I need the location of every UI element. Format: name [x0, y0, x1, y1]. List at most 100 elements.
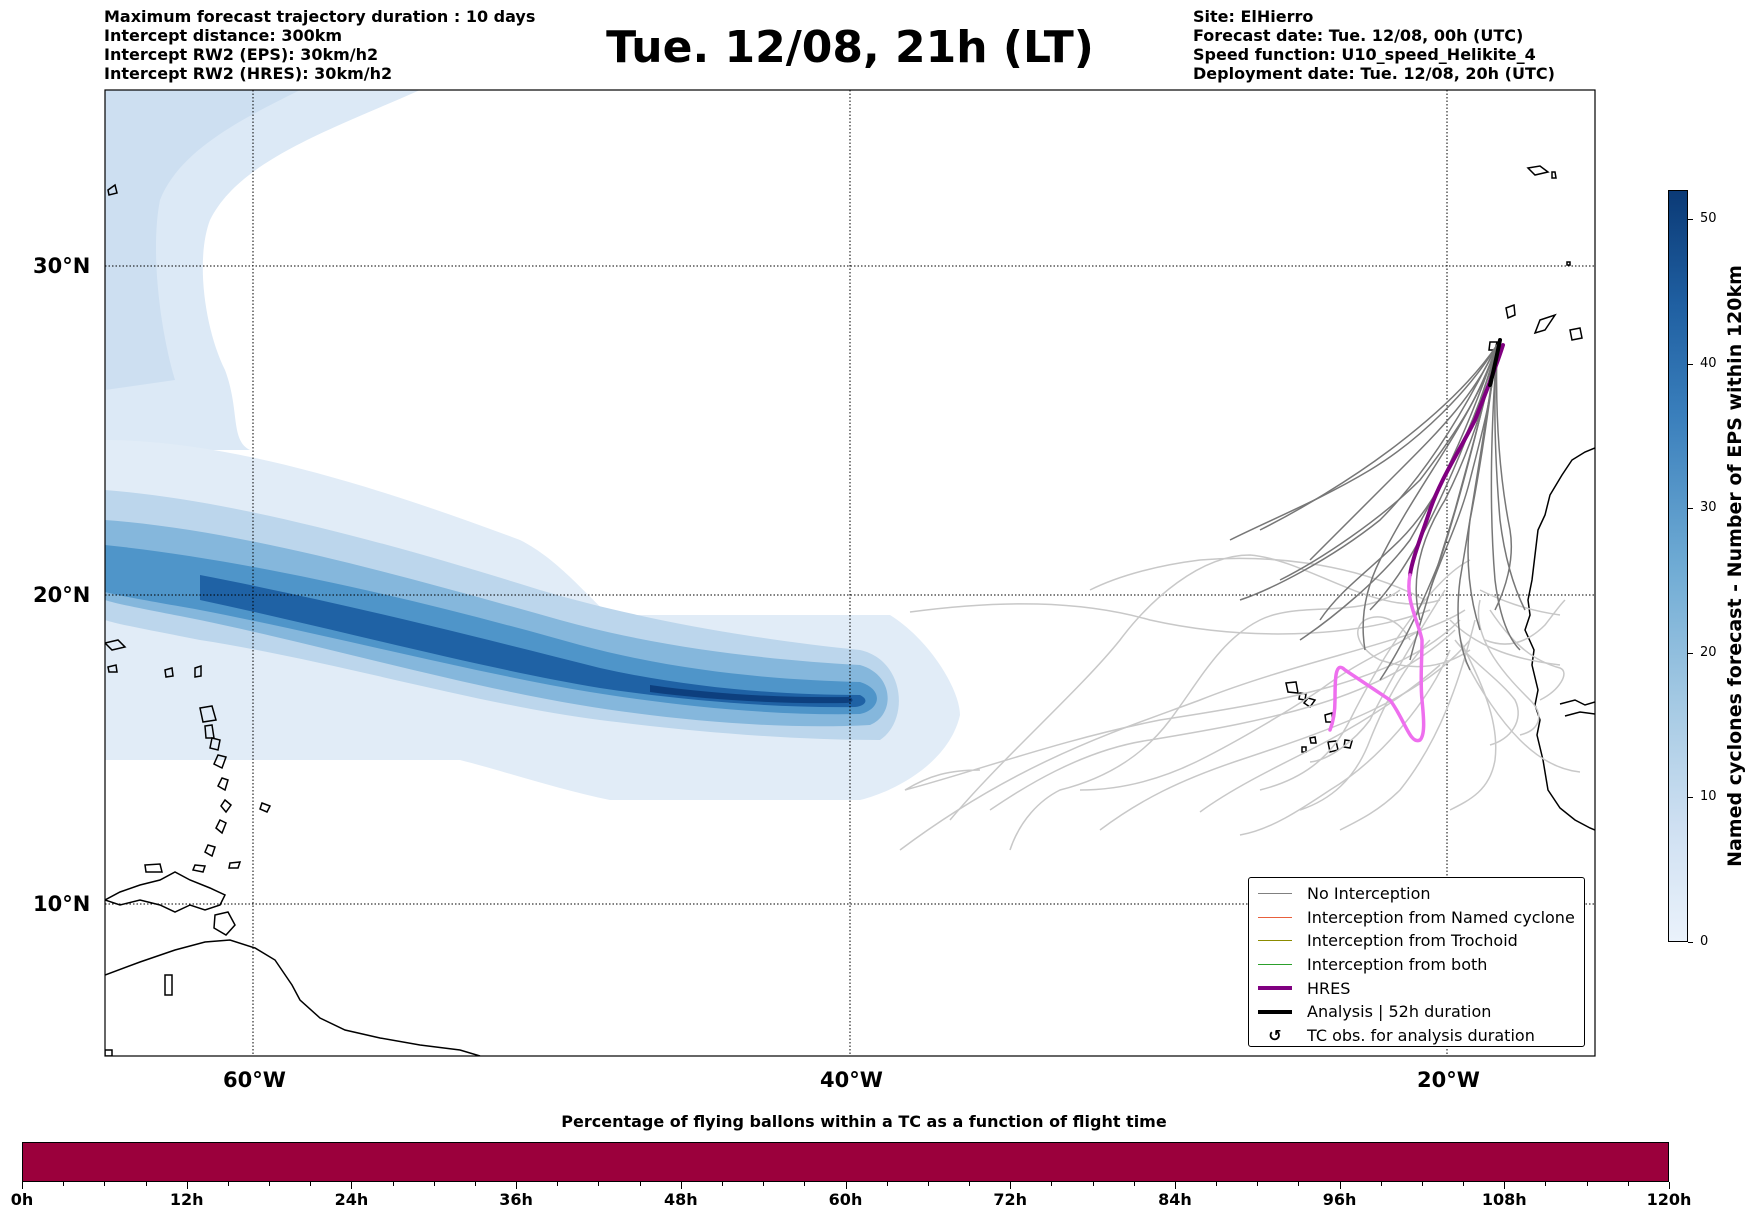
- flight-bar-title: Percentage of flying ballons within a TC…: [561, 1112, 1167, 1131]
- coastline-africa: [1524, 447, 1595, 831]
- flight-bar-tick-mark: [516, 1182, 518, 1189]
- info-line: Speed function: U10_speed_Helikite_4: [1193, 45, 1536, 64]
- colorbar-tick-label: 50: [1700, 210, 1717, 226]
- flight-bar-tick-mark: [639, 1182, 641, 1186]
- colorbar-tick-mark: [1688, 652, 1693, 654]
- flight-bar-tick-mark: [186, 1182, 188, 1189]
- flight-bar-tick-mark: [598, 1182, 600, 1186]
- flight-bar-tick-mark: [1463, 1182, 1465, 1186]
- density-band-4: [105, 545, 877, 715]
- flight-bar-tick-mark: [886, 1182, 888, 1186]
- flight-bar-tick-mark: [269, 1182, 271, 1186]
- lat-tick-label: 20°N: [33, 583, 91, 607]
- info-line: Forecast date: Tue. 12/08, 00h (UTC): [1193, 26, 1524, 45]
- trajectory-analysis-alt: [1328, 573, 1426, 743]
- legend-item-tc-obs: ↺ TC obs. for analysis duration: [1255, 1024, 1584, 1048]
- legend-swatch: [1258, 986, 1292, 991]
- density-band-core: [200, 575, 866, 708]
- flight-bar-tick-mark: [1051, 1182, 1053, 1186]
- flight-bar-tick-mark: [1257, 1182, 1259, 1186]
- map-area: [105, 90, 1595, 1056]
- legend-label: Interception from Named cyclone: [1307, 907, 1575, 927]
- colorbar-tick-mark: [1688, 942, 1693, 943]
- flight-bar-tick-mark: [804, 1182, 806, 1186]
- flight-bar-tick-label: 96h: [1322, 1190, 1357, 1209]
- legend-label: Interception from both: [1307, 955, 1488, 975]
- legend-swatch: [1258, 964, 1292, 966]
- flight-bar-tick-label: 12h: [169, 1190, 204, 1209]
- flight-bar-tick-label: 72h: [993, 1190, 1028, 1209]
- colorbar-label: Named cyclones forecast - Number of EPS …: [1724, 265, 1746, 867]
- info-line: Maximum forecast trajectory duration : 1…: [104, 7, 536, 26]
- colorbar-tick-mark: [1688, 508, 1693, 510]
- flight-bar-tick-mark: [1092, 1182, 1094, 1186]
- flight-bar-tick-mark: [1133, 1182, 1135, 1186]
- legend-swatch: [1258, 1009, 1292, 1014]
- coastline-africa-bissau: [1559, 699, 1595, 717]
- flight-bar-tick-mark: [351, 1182, 353, 1189]
- flight-bar-tick-mark: [474, 1182, 476, 1186]
- lon-tick-label: 60°W: [223, 1068, 286, 1092]
- colorbar-tick-label: 20: [1700, 644, 1717, 660]
- flight-bar-tick-mark: [310, 1182, 312, 1186]
- flight-bar-tick-label: 120h: [1646, 1190, 1692, 1209]
- legend-item-hres: HRES: [1255, 976, 1584, 1000]
- flight-time-bar: [22, 1142, 1669, 1182]
- flight-bar-tick-label: 48h: [663, 1190, 698, 1209]
- map-legend: No Interception Interception from Named …: [1248, 877, 1585, 1047]
- colorbar-tick-mark: [1688, 363, 1693, 365]
- flight-bar-tick-mark: [1216, 1182, 1218, 1186]
- flight-bar-tick-mark: [1669, 1182, 1670, 1189]
- flight-bar-tick-mark: [1298, 1182, 1300, 1186]
- flight-bar-tick-label: 36h: [499, 1190, 533, 1209]
- legend-item-analysis: Analysis | 52h duration: [1255, 1000, 1584, 1024]
- flight-bar-tick-label: 60h: [828, 1190, 863, 1209]
- colorbar-tick-mark: [1688, 797, 1693, 799]
- coastline-south-america: [105, 939, 481, 1056]
- lat-tick-label: 10°N: [33, 892, 91, 916]
- legend-label: HRES: [1307, 978, 1351, 998]
- legend-item-both: Interception from both: [1255, 953, 1584, 977]
- flight-bar-tick-mark: [392, 1182, 394, 1186]
- flight-bar-tick-mark: [145, 1182, 147, 1186]
- flight-bar-tick-mark: [845, 1182, 847, 1189]
- info-line: Deployment date: Tue. 12/08, 20h (UTC): [1193, 64, 1555, 83]
- flight-bar-tick-mark: [1545, 1182, 1547, 1186]
- map-frame: [104, 89, 1596, 1057]
- colorbar-tick-label: 0: [1700, 934, 1709, 949]
- legend-swatch: [1258, 916, 1292, 918]
- coastline-venezuela: [105, 871, 227, 913]
- flight-bar-tick-label: 24h: [334, 1190, 369, 1209]
- legend-label: TC obs. for analysis duration: [1307, 1025, 1535, 1045]
- legend-label: Interception from Trochoid: [1307, 931, 1518, 951]
- legend-label: Analysis | 52h duration: [1307, 1002, 1492, 1022]
- info-line: Intercept distance: 300km: [104, 26, 343, 45]
- colorbar-tick-label: 40: [1700, 355, 1717, 371]
- flight-bar-tick-mark: [1010, 1182, 1012, 1189]
- colorbar: [1668, 190, 1688, 942]
- flight-bar-tick-mark: [763, 1182, 765, 1186]
- run-info-left: Maximum forecast trajectory duration : 1…: [104, 7, 535, 83]
- info-line: Intercept RW2 (HRES): 30km/h2: [104, 64, 393, 83]
- lat-tick-label: 30°N: [33, 254, 91, 278]
- legend-item-trochoid: Interception from Trochoid: [1255, 929, 1584, 953]
- cyclone-symbol-icon: ↺: [1268, 1025, 1282, 1045]
- legend-swatch: [1258, 893, 1292, 895]
- flight-bar-tick-mark: [1586, 1182, 1588, 1186]
- flight-bar-tick-mark: [680, 1182, 682, 1189]
- legend-item-no-interception: No Interception: [1255, 882, 1584, 906]
- coastline-trinidad: [213, 911, 236, 936]
- flight-bar-tick-mark: [1627, 1182, 1629, 1186]
- flight-bar-tick-label: 0h: [10, 1190, 34, 1209]
- run-info-right: Site: ElHierro Forecast date: Tue. 12/08…: [1193, 7, 1555, 83]
- legend-swatch: [1258, 940, 1292, 942]
- flight-bar-tick-mark: [63, 1182, 65, 1186]
- flight-bar-tick-mark: [1174, 1182, 1176, 1189]
- lon-tick-label: 40°W: [820, 1068, 883, 1092]
- lon-tick-label: 20°W: [1417, 1068, 1480, 1092]
- flight-bar-tick-mark: [22, 1182, 23, 1189]
- legend-item-named-cyclone: Interception from Named cyclone: [1255, 906, 1584, 930]
- flight-bar-tick-mark: [227, 1182, 229, 1186]
- flight-bar-tick-mark: [1339, 1182, 1341, 1189]
